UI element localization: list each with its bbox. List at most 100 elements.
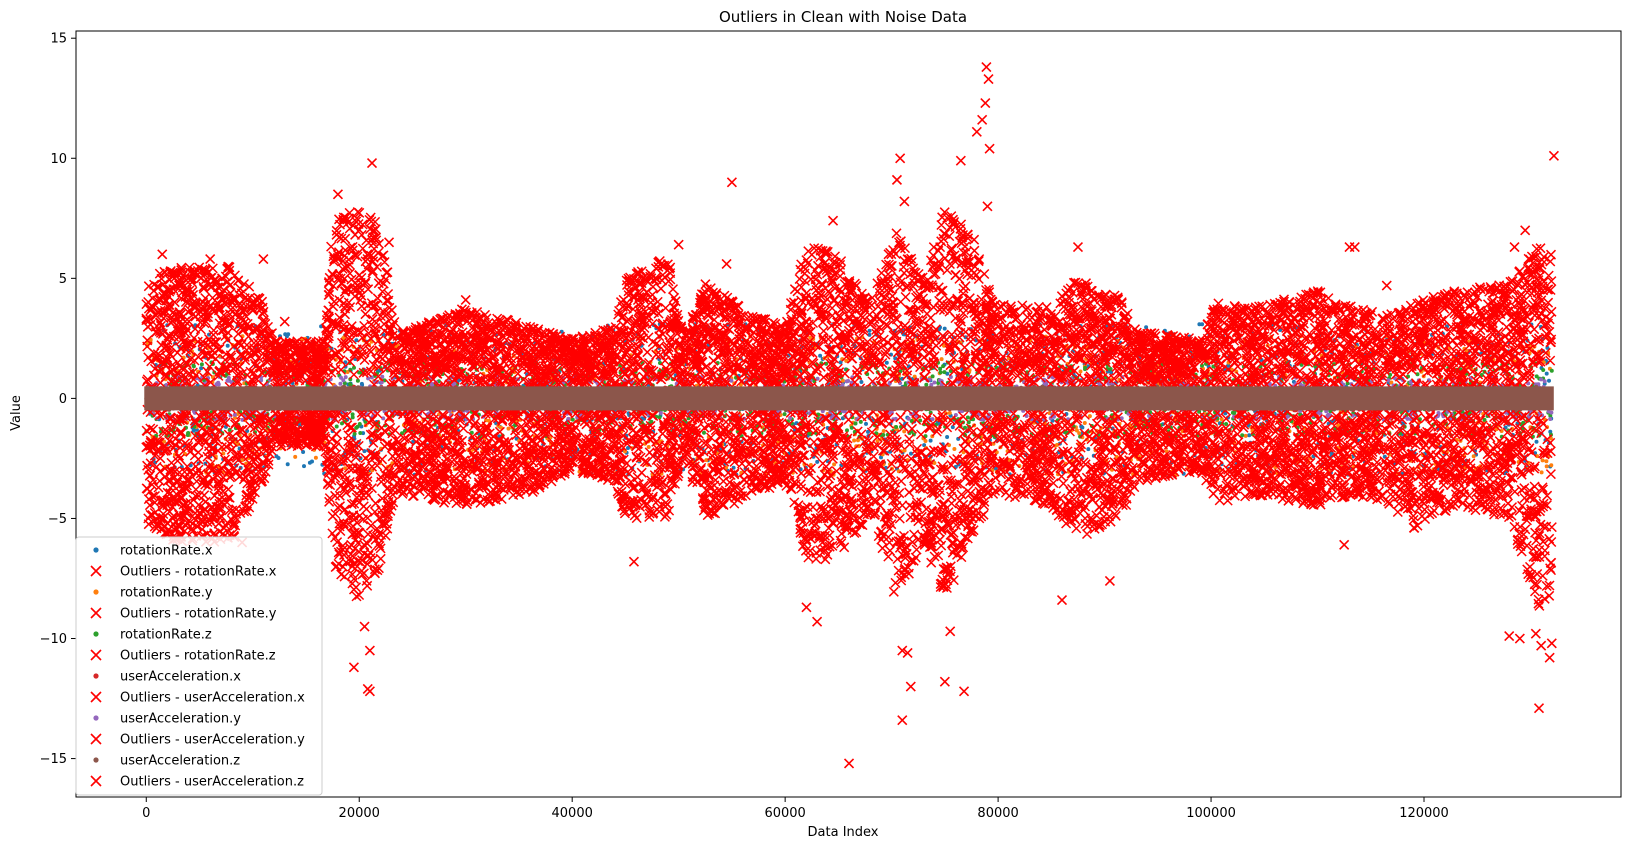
outlier-point (980, 97, 991, 109)
outlier-point (897, 645, 908, 656)
x-tick-label: 60000 (764, 806, 805, 821)
outlier-point (1536, 640, 1547, 651)
y-tick-label: 10 (50, 152, 67, 167)
legend-label: rotationRate.y (120, 586, 213, 601)
legend-item: userAcceleration.x (93, 670, 241, 685)
outlier-point (905, 681, 916, 692)
data-point-group (147, 322, 1554, 477)
outlier-point (1339, 539, 1350, 550)
legend: rotationRate.x Outliers - rotationRate.x r… (75, 536, 323, 796)
outlier-point (1104, 575, 1115, 586)
outlier-point (1546, 638, 1557, 649)
outlier-point (726, 177, 737, 188)
x-axis: 0 20000 40000 60000 80000 100000 120000 (142, 797, 1449, 821)
legend-x-marker (90, 649, 102, 661)
legend-item: Outliers - userAcceleration.y (90, 733, 305, 748)
outlier-point (977, 114, 988, 125)
outlier-point (1548, 150, 1559, 161)
outlier-point (902, 647, 913, 658)
legend-item: Outliers - rotationRate.z (90, 649, 276, 664)
outlier-point (1381, 280, 1392, 291)
outlier-point (205, 254, 216, 265)
outlier-point (332, 189, 344, 200)
outlier-point (1533, 703, 1545, 714)
outlier-point (897, 715, 908, 726)
outlier-point (801, 602, 812, 613)
x-tick-label: 20000 (339, 806, 380, 821)
legend-x-marker (90, 733, 102, 745)
legend-box (75, 536, 323, 796)
outlier-point (865, 508, 876, 519)
y-tick-label: 5 (59, 272, 67, 287)
x-tick-label: 40000 (552, 806, 593, 821)
outlier-point (1349, 242, 1360, 253)
legend-dot-marker (93, 757, 99, 763)
legend-label: Outliers - rotationRate.z (120, 649, 276, 664)
y-axis: −15 −10 −5 0 5 10 15 (40, 32, 76, 767)
legend-label: Outliers - rotationRate.x (120, 565, 277, 580)
legend-x-marker (90, 691, 102, 703)
outlier-point (157, 249, 168, 260)
outlier-point (891, 174, 903, 185)
outlier-point (1514, 633, 1525, 644)
outlier-point (359, 621, 370, 632)
legend-label: userAcceleration.z (120, 754, 240, 769)
outlier-point (812, 616, 823, 627)
outlier-point (383, 237, 395, 248)
outlier-point (364, 645, 375, 656)
outlier-point (899, 196, 910, 207)
y-tick-label: 0 (59, 392, 67, 407)
legend-dot-marker (93, 547, 99, 553)
plot-frame (75, 30, 1622, 798)
legend-item: rotationRate.z (93, 628, 212, 643)
legend-item: userAcceleration.y (93, 712, 241, 727)
y-axis-label: Value (9, 395, 24, 431)
legend-label: userAcceleration.x (120, 670, 241, 685)
legend-label: rotationRate.z (120, 628, 212, 643)
legend-item: Outliers - userAcceleration.x (90, 691, 305, 706)
chart-title: Outliers in Clean with Noise Data (719, 8, 967, 26)
legend-item: userAcceleration.z (93, 754, 240, 769)
legend-label: rotationRate.x (120, 544, 213, 559)
x-axis-label: Data Index (808, 825, 879, 840)
outlier-point (971, 126, 982, 137)
outlier-point (258, 254, 269, 265)
outlier-point (364, 686, 375, 697)
outlier-point (1520, 225, 1531, 236)
outlier-point (279, 316, 290, 327)
x-tick-label: 0 (142, 806, 150, 821)
outlier-point (1544, 652, 1555, 663)
outlier-point (628, 556, 640, 567)
series-useracceleration-z-band (144, 386, 1554, 411)
outlier-point (984, 143, 995, 154)
outlier-point (981, 61, 992, 73)
outlier-point (895, 153, 906, 164)
legend-dot-marker (93, 631, 99, 637)
x-tick-label: 100000 (1186, 806, 1236, 821)
legend-label: Outliers - rotationRate.y (120, 607, 277, 622)
x-tick-label: 80000 (977, 806, 1018, 821)
outlier-point (366, 158, 378, 169)
legend-item: rotationRate.y (93, 586, 213, 601)
legend-item: Outliers - userAcceleration.z (90, 775, 304, 790)
legend-item: Outliers - rotationRate.x (90, 565, 277, 580)
outlier-point (1504, 631, 1515, 642)
outlier-point (1509, 242, 1520, 253)
legend-x-marker (90, 607, 102, 619)
legend-dot-marker (93, 715, 99, 721)
outlier-markers (141, 61, 1559, 769)
y-tick-label: −15 (40, 752, 67, 767)
y-tick-label: −5 (48, 512, 67, 527)
outlier-point (721, 258, 732, 269)
legend-dot-marker (93, 589, 99, 595)
legend-label: Outliers - userAcceleration.y (120, 733, 305, 748)
outlier-point (1530, 628, 1541, 639)
legend-label: userAcceleration.y (120, 712, 241, 727)
legend-x-marker (90, 775, 102, 787)
outlier-point (460, 294, 471, 306)
outlier-point (945, 626, 956, 637)
legend-label: Outliers - userAcceleration.z (120, 775, 304, 790)
y-tick-label: 15 (50, 32, 67, 47)
outlier-point (843, 758, 855, 769)
